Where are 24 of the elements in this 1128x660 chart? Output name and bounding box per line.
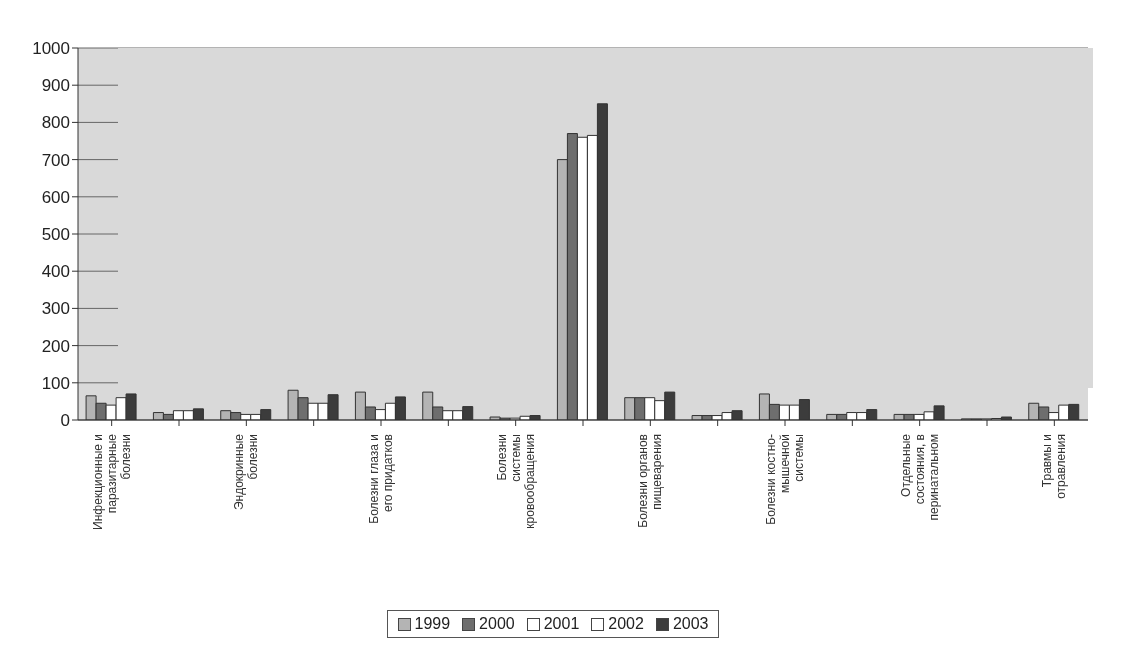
y-tick-label: 400 — [41, 262, 70, 282]
x-tick-label: Травмы и отравления — [1040, 434, 1069, 499]
x-tick-label: Эндокринные болезни — [232, 433, 261, 511]
y-tick-label: 0 — [60, 411, 70, 431]
x-tick-label: Болезни глаза и его придатков — [367, 434, 395, 524]
y-tick-label: 100 — [41, 373, 70, 393]
x-tick-label: Болезни системы кровообращения — [494, 434, 537, 529]
legend-label: 2002 — [607, 615, 644, 633]
x-tick-label: Инфекционные и паразитарные болезни — [90, 433, 133, 530]
x-tick-label: Болезни органов пищеварения — [636, 434, 665, 528]
y-tick-label: 800 — [41, 113, 70, 133]
y-tick-label: 500 — [41, 225, 70, 245]
legend-label: 2003 — [671, 615, 709, 633]
y-tick-label: 700 — [41, 150, 70, 170]
y-tick-label: 600 — [41, 187, 70, 207]
legend-label: 2000 — [478, 615, 515, 633]
y-tick-label: 1000 — [32, 39, 70, 59]
y-tick-label: 300 — [41, 299, 70, 319]
y-tick-label: 200 — [41, 336, 70, 356]
x-tick-label: Отдельные состояния, в перинатальном — [898, 433, 941, 521]
y-tick-label: 900 — [41, 76, 70, 96]
legend-label: 2001 — [542, 615, 580, 633]
x-tick-label: Болезни костно- мышечной системы — [764, 434, 806, 525]
legend-label: 1999 — [413, 615, 451, 633]
